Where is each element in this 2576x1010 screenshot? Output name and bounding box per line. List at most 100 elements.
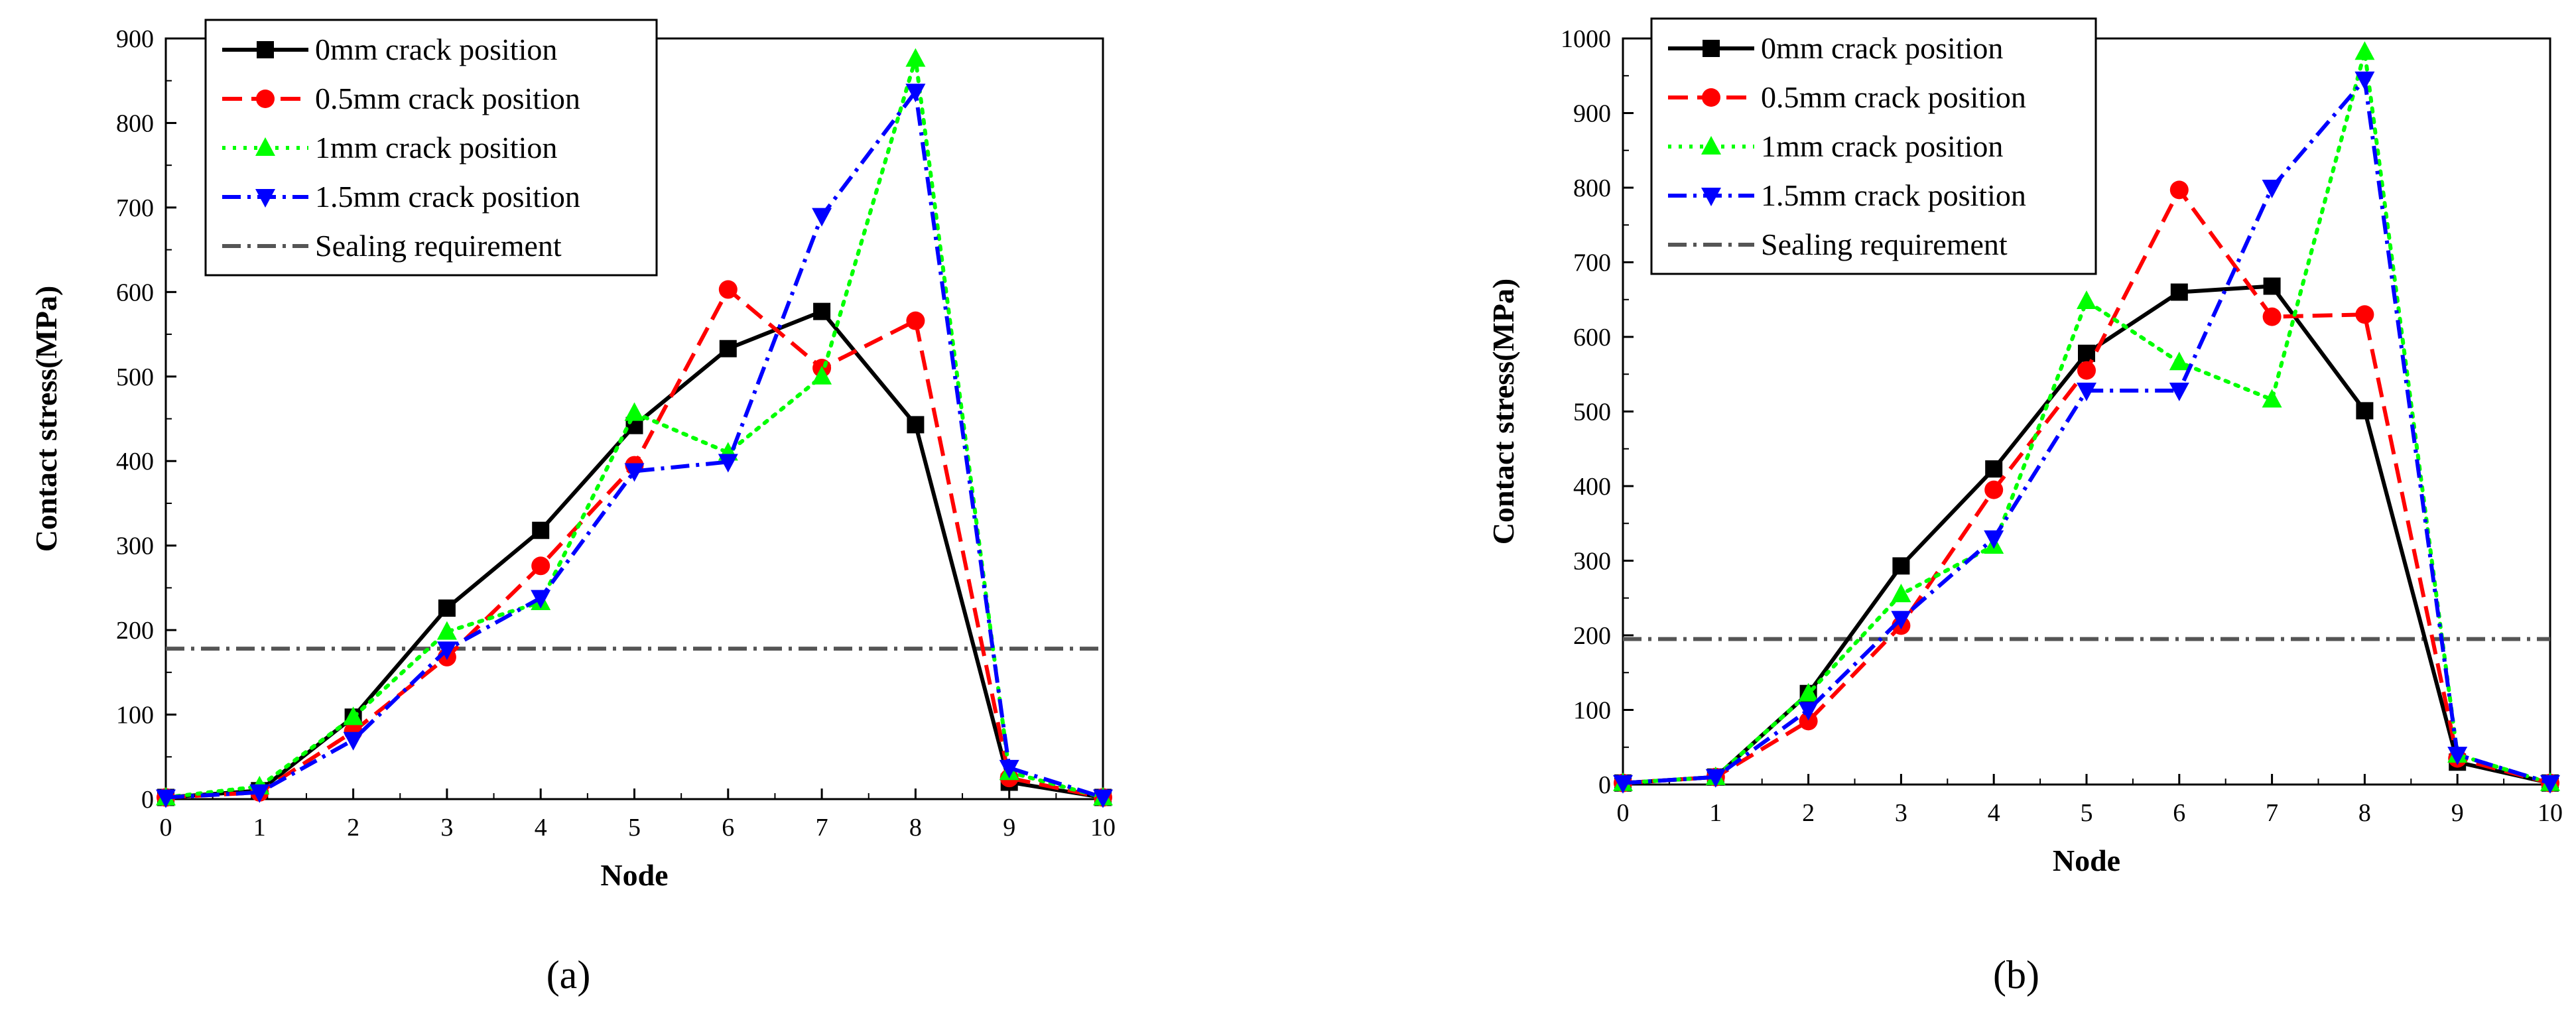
data-point — [2356, 402, 2374, 420]
x-tick-label: 8 — [909, 814, 922, 842]
data-point — [813, 302, 831, 320]
data-point — [2262, 307, 2282, 326]
y-tick-label: 700 — [1573, 249, 1611, 277]
y-tick-label: 1000 — [1561, 25, 1611, 53]
series-3 — [1613, 71, 2560, 794]
legend-marker — [1701, 188, 1721, 206]
series-line — [1622, 188, 2551, 785]
series-2 — [1613, 41, 2560, 791]
legend-marker — [255, 137, 275, 156]
x-tick-label: 4 — [1988, 799, 2000, 827]
data-point — [1891, 584, 1911, 603]
x-tick-label: 2 — [1802, 799, 1815, 827]
series-0 — [1614, 277, 2559, 792]
legend: 0mm crack position 0.5mm crack position 1m… — [1650, 17, 2097, 275]
legend-label: 0mm crack position — [315, 32, 557, 66]
legend-label: 0.5mm crack position — [1761, 80, 2026, 114]
legend-label: 1mm crack position — [1761, 129, 2003, 163]
data-point — [2354, 41, 2375, 60]
series-line — [165, 90, 1104, 800]
x-tick-label: 0 — [1617, 799, 1630, 827]
x-tick-label: 7 — [2266, 799, 2278, 827]
data-point — [1984, 480, 2004, 499]
y-tick-label: 200 — [116, 617, 154, 645]
series-3 — [156, 84, 1113, 808]
legend-marker — [1701, 136, 1721, 155]
data-point — [531, 556, 550, 576]
data-point — [1798, 702, 1819, 721]
x-tick-label: 7 — [816, 814, 828, 842]
data-point — [2170, 283, 2188, 301]
data-point — [2262, 389, 2282, 408]
data-point — [1799, 712, 1818, 731]
y-tick-label: 300 — [1573, 548, 1611, 576]
x-axis-title: Node — [600, 858, 668, 892]
x-tick-label: 1 — [253, 814, 266, 842]
data-point — [999, 759, 1019, 779]
data-point — [2077, 290, 2096, 309]
data-point — [2354, 71, 2375, 90]
legend-box — [1650, 17, 2097, 275]
x-tick-label: 8 — [2358, 799, 2371, 827]
data-point — [1985, 460, 2003, 478]
y-tick-label: 0 — [141, 786, 154, 814]
legend-marker — [1703, 40, 1720, 57]
data-point — [2077, 361, 2096, 380]
data-point — [438, 599, 456, 617]
y-tick-label: 900 — [116, 25, 154, 53]
legend-marker — [256, 90, 275, 108]
data-point — [436, 641, 457, 661]
y-tick-label: 0 — [1598, 771, 1611, 799]
legend-label: 0mm crack position — [1761, 31, 2003, 65]
x-tick-label: 0 — [160, 814, 172, 842]
data-point — [1093, 789, 1113, 808]
x-tick-label: 6 — [2173, 799, 2185, 827]
y-tick-label: 400 — [1573, 473, 1611, 501]
data-point — [907, 416, 925, 434]
legend-marker — [257, 41, 274, 58]
panel-caption: (a) — [547, 953, 591, 997]
y-tick-label: 800 — [1573, 174, 1611, 202]
chart-panel-b: 0 100 200 300 400 500 600 700 800 900 1000 0 1 2 3 4 5 6 7… — [1486, 17, 2563, 997]
series-line — [165, 287, 1104, 800]
legend-label: 0.5mm crack position — [315, 82, 580, 115]
data-point — [343, 731, 363, 751]
x-tick-label: 9 — [1003, 814, 1015, 842]
y-tick-label: 300 — [116, 533, 154, 560]
data-point — [2078, 344, 2095, 362]
y-tick-label: 600 — [1573, 324, 1611, 351]
data-point — [1984, 530, 2004, 549]
x-tick-label: 9 — [2451, 799, 2464, 827]
data-point — [532, 521, 550, 539]
legend-marker — [255, 189, 275, 208]
y-tick-label: 800 — [116, 109, 154, 137]
x-axis-title: Node — [2053, 844, 2120, 877]
y-tick-label: 600 — [116, 279, 154, 306]
x-tick-label: 1 — [1709, 799, 1722, 827]
y-tick-label: 100 — [1573, 697, 1611, 725]
data-point — [812, 208, 832, 227]
data-point — [2263, 277, 2281, 295]
y-tick-label: 700 — [116, 194, 154, 222]
x-tick-label: 3 — [1895, 799, 1907, 827]
series-1 — [157, 280, 1112, 807]
data-point — [2169, 180, 2189, 200]
data-point — [1705, 769, 1726, 788]
x-tick-label: 10 — [2538, 799, 2563, 827]
y-tick-label: 200 — [1573, 622, 1611, 650]
chart-panel-a: 0 100 200 300 400 500 600 700 800 900 0 1 2 3 4 5 6 7 8 9 10… — [29, 19, 1116, 997]
legend: 0mm crack position 0.5mm crack position 1m… — [204, 19, 658, 277]
y-tick-label: 900 — [1573, 100, 1611, 128]
data-point — [1613, 775, 1633, 794]
x-tick-label: 5 — [2081, 799, 2093, 827]
data-point — [1892, 557, 1910, 575]
data-point — [436, 621, 457, 640]
y-tick-label: 100 — [116, 702, 154, 729]
x-tick-label: 2 — [347, 814, 359, 842]
data-point — [812, 365, 832, 385]
legend-label: 1.5mm crack position — [1761, 178, 2026, 212]
x-tick-label: 6 — [722, 814, 734, 842]
legend-label: 1mm crack position — [315, 131, 557, 164]
data-point — [2262, 180, 2282, 198]
data-point — [2169, 351, 2189, 371]
